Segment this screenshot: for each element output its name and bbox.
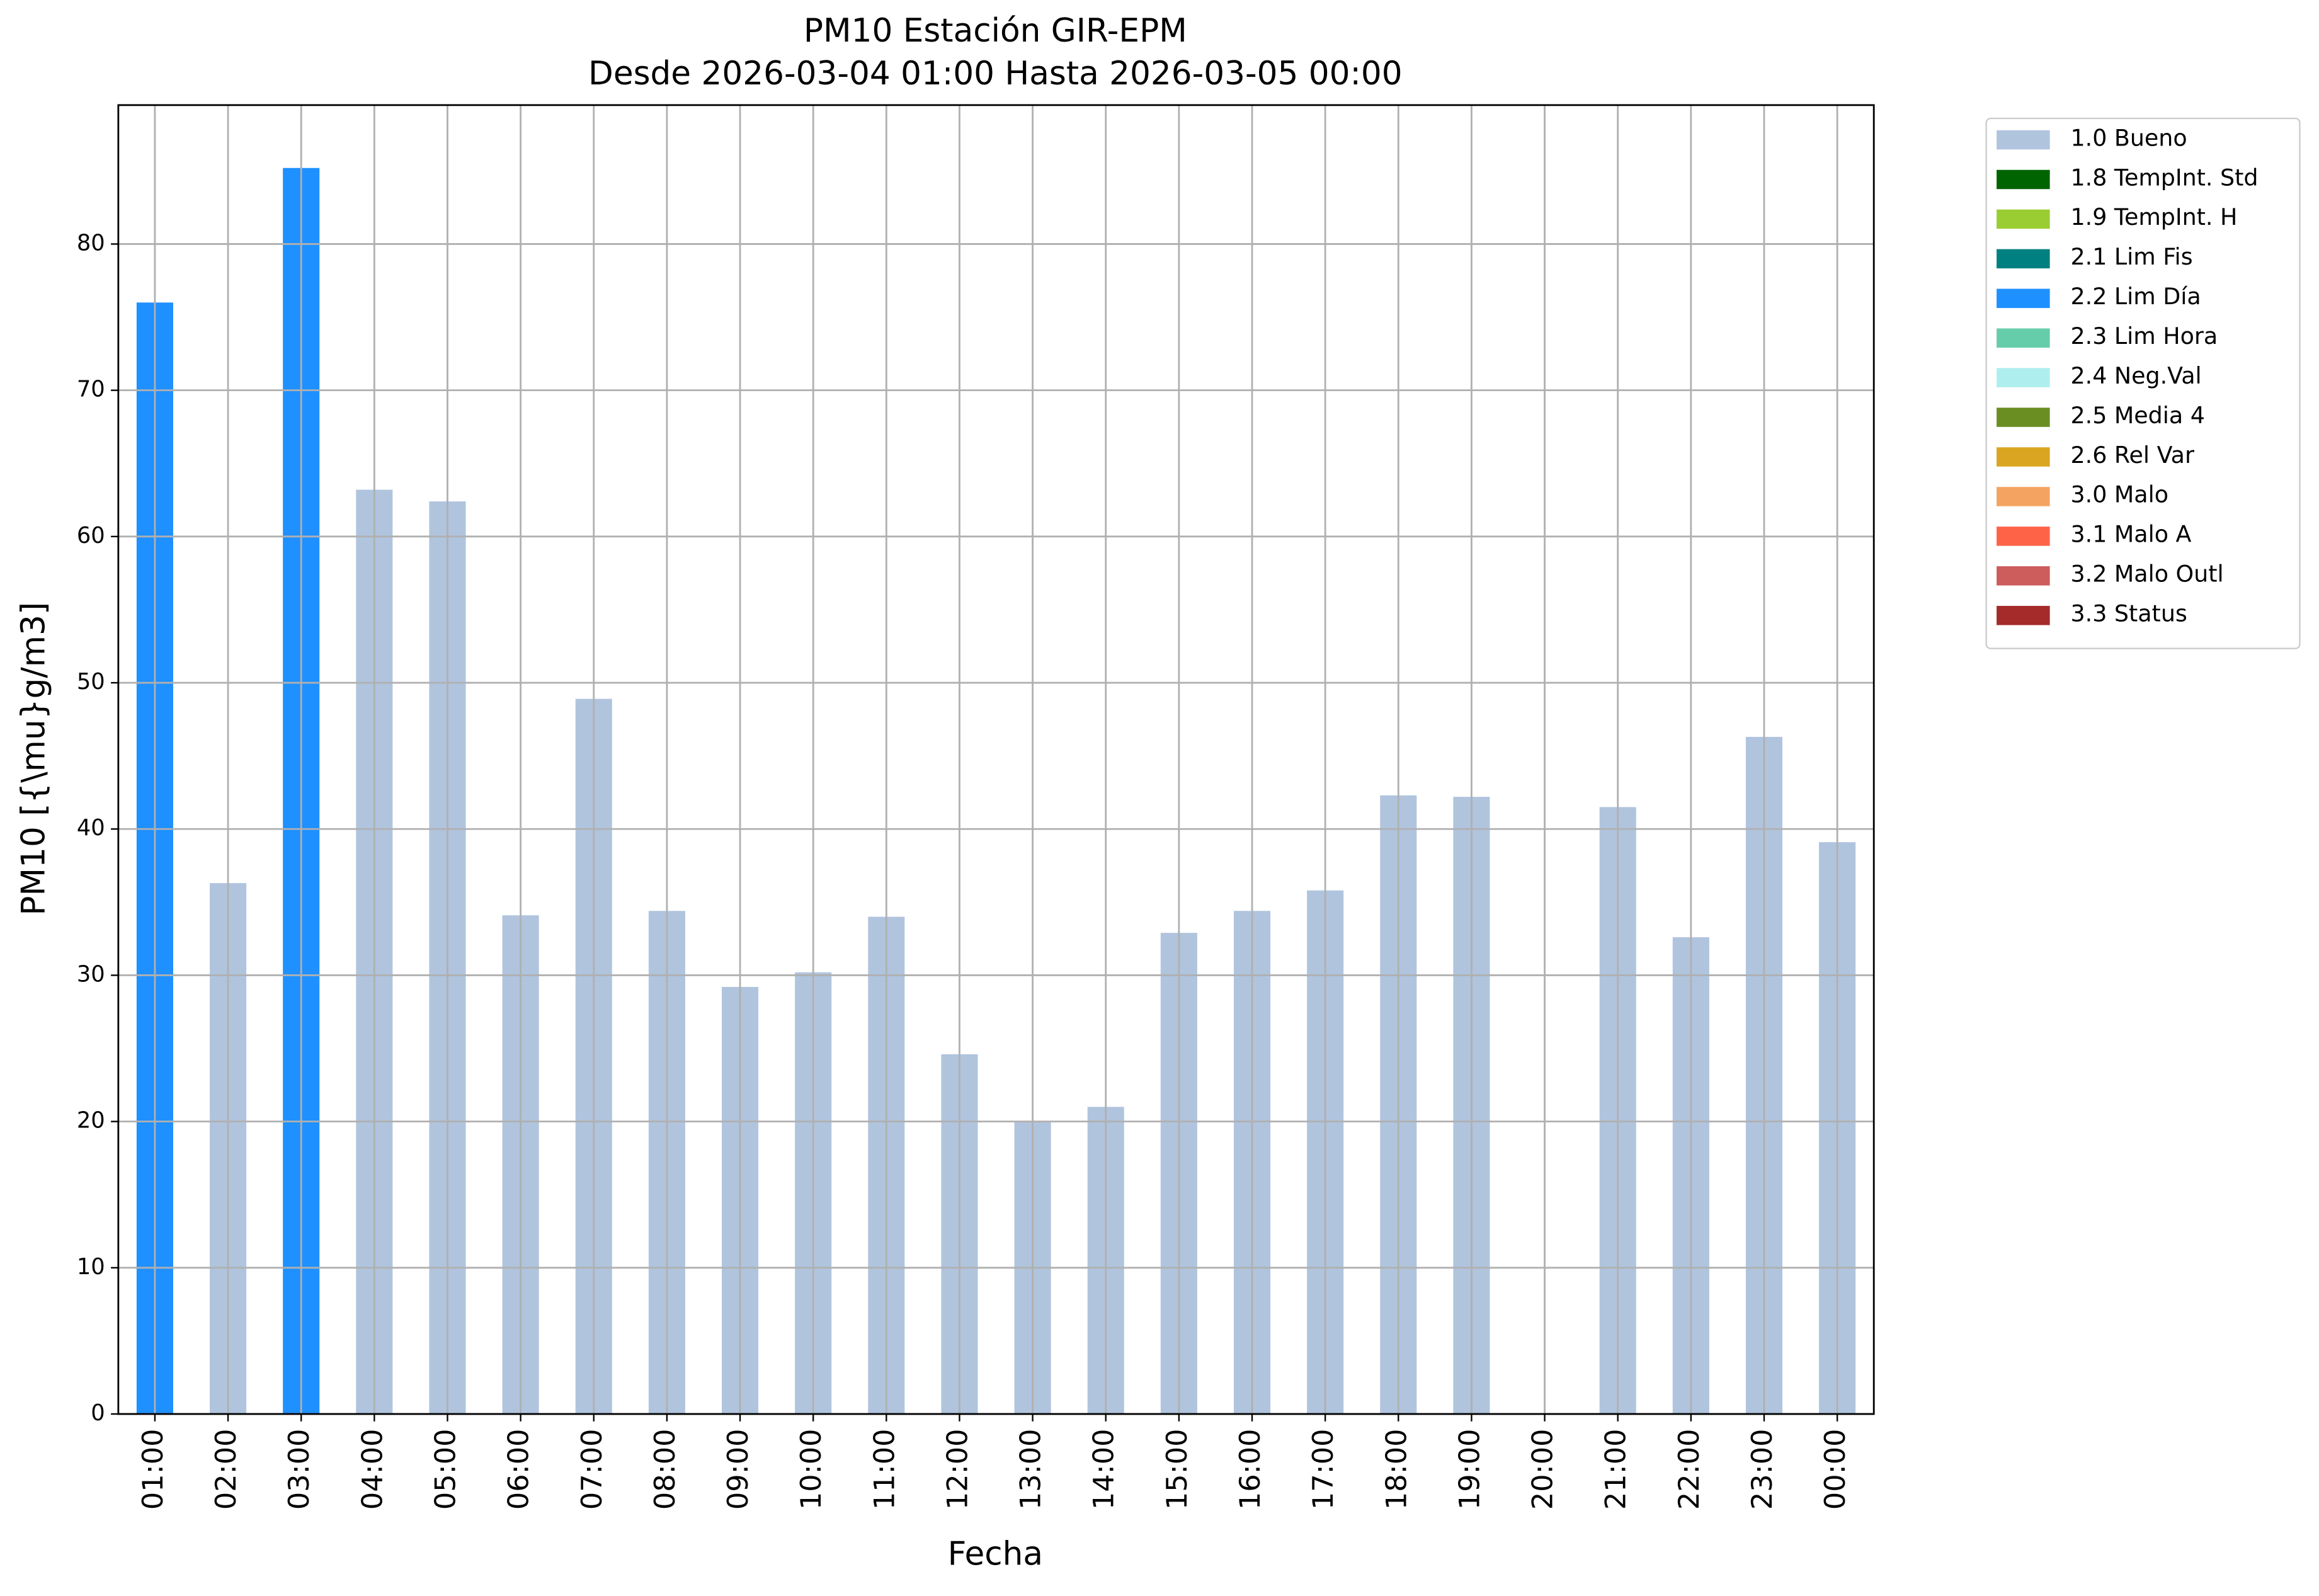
legend-swatch	[1997, 605, 2050, 625]
plot-frame	[117, 104, 1875, 1415]
x-tick-label: 16:00	[1234, 1429, 1267, 1510]
y-tick-label: 50	[77, 669, 105, 695]
x-tick-label: 05:00	[429, 1429, 462, 1510]
legend-swatch	[1997, 328, 2050, 348]
chart-subtitle: Desde 2026-03-04 01:00 Hasta 2026-03-05 …	[588, 55, 1403, 93]
legend-label: 2.1 Lim Fis	[2071, 243, 2193, 270]
y-tick-label: 60	[77, 523, 105, 549]
legend-swatch	[1997, 527, 2050, 546]
x-tick-label: 22:00	[1673, 1429, 1706, 1510]
legend-swatch	[1997, 447, 2050, 467]
y-tick-label: 80	[77, 230, 105, 256]
x-tick-label: 11:00	[868, 1429, 901, 1510]
legend-label: 3.1 Malo A	[2071, 521, 2192, 548]
x-tick-label: 02:00	[210, 1429, 242, 1510]
legend-label: 3.0 Malo	[2071, 481, 2168, 508]
x-tick-label: 07:00	[576, 1429, 608, 1510]
legend-label: 1.8 TempInt. Std	[2071, 164, 2259, 191]
legend-swatch	[1997, 130, 2050, 150]
x-tick-label: 23:00	[1746, 1429, 1779, 1510]
legend-label: 2.3 Lim Hora	[2071, 322, 2218, 350]
legend-label: 2.4 Neg.Val	[2071, 362, 2202, 389]
legend-label: 1.0 Bueno	[2071, 124, 2187, 151]
x-tick-label: 04:00	[356, 1429, 389, 1510]
y-tick-label: 20	[77, 1108, 105, 1134]
legend-label: 3.3 Status	[2071, 600, 2187, 627]
legend-swatch	[1997, 169, 2050, 190]
x-tick-label: 03:00	[283, 1429, 316, 1510]
x-tick-label: 01:00	[137, 1429, 169, 1510]
y-tick-label: 40	[77, 815, 105, 841]
x-tick-label: 13:00	[1015, 1429, 1047, 1510]
x-tick-label: 18:00	[1380, 1429, 1413, 1510]
legend-label: 1.9 TempInt. H	[2071, 203, 2238, 231]
x-tick-label: 09:00	[722, 1429, 755, 1510]
legend-label: 2.6 Rel Var	[2071, 442, 2194, 469]
legend-label: 2.2 Lim Día	[2071, 283, 2201, 310]
legend-swatch	[1997, 249, 2050, 269]
y-tick-label: 70	[77, 377, 105, 402]
legend-swatch	[1997, 368, 2050, 387]
x-tick-label: 08:00	[649, 1429, 681, 1510]
y-axis-label: PM10 [{\mu}g/m3]	[14, 602, 52, 916]
x-tick-label: 20:00	[1527, 1429, 1559, 1510]
x-tick-label: 14:00	[1088, 1429, 1120, 1510]
y-tick-label: 30	[77, 961, 105, 987]
y-tick-label: 0	[91, 1400, 105, 1426]
legend-swatch	[1997, 288, 2050, 309]
chart-title: PM10 Estación GIR-EPM	[804, 12, 1187, 50]
x-tick-label: 17:00	[1307, 1429, 1340, 1510]
x-tick-label: 12:00	[941, 1429, 974, 1510]
legend-label: 2.5 Media 4	[2071, 402, 2205, 429]
x-axis-label: Fecha	[948, 1535, 1043, 1573]
legend-swatch	[1997, 209, 2050, 229]
legend-swatch	[1997, 566, 2050, 586]
legend-box	[1985, 117, 2301, 649]
x-tick-label: 00:00	[1819, 1429, 1852, 1510]
x-tick-label: 15:00	[1161, 1429, 1194, 1510]
x-tick-label: 10:00	[795, 1429, 828, 1510]
x-tick-label: 06:00	[503, 1429, 535, 1510]
x-tick-label: 19:00	[1453, 1429, 1486, 1510]
legend-label: 3.2 Malo Outl	[2071, 561, 2224, 588]
legend-swatch	[1997, 408, 2050, 427]
y-tick-label: 10	[77, 1254, 105, 1280]
legend-swatch	[1997, 487, 2050, 506]
x-tick-label: 21:00	[1600, 1429, 1632, 1510]
